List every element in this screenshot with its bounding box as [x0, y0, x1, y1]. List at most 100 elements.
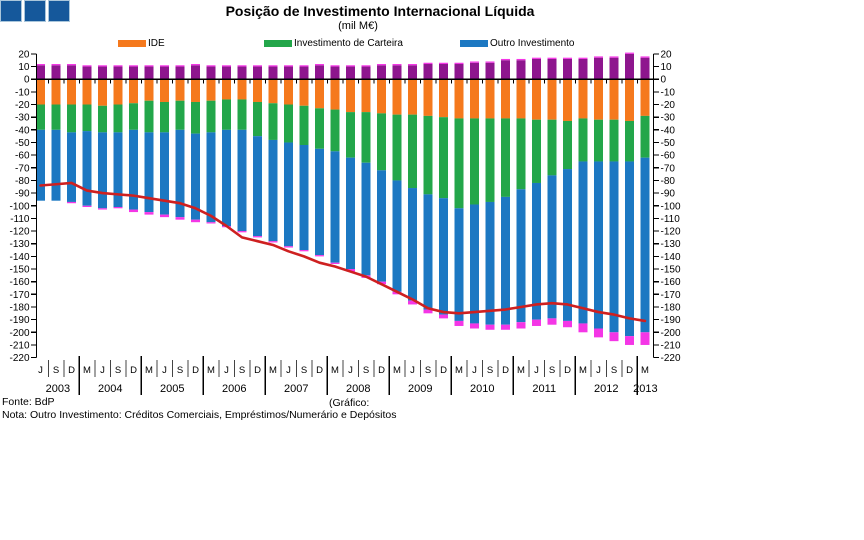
svg-text:-40: -40 [661, 125, 676, 136]
svg-text:M: M [331, 365, 339, 376]
svg-text:-50: -50 [661, 138, 676, 149]
svg-text:M: M [83, 365, 91, 376]
svg-text:-120: -120 [661, 227, 681, 238]
svg-text:D: D [254, 365, 261, 376]
svg-text:-200: -200 [9, 328, 29, 339]
svg-text:J: J [348, 365, 353, 376]
grafico-note: (Gráfico: [329, 397, 370, 409]
svg-text:-110: -110 [10, 214, 30, 225]
svg-text:-90: -90 [661, 189, 676, 200]
svg-text:-210: -210 [661, 340, 681, 351]
svg-text:-210: -210 [9, 340, 29, 351]
svg-text:-220: -220 [9, 353, 29, 364]
svg-text:-90: -90 [15, 189, 30, 200]
svg-text:S: S [611, 365, 617, 376]
posicao-liquida-total-line [39, 181, 647, 323]
svg-text:S: S [363, 365, 369, 376]
svg-text:-60: -60 [15, 151, 30, 162]
svg-text:D: D [626, 365, 633, 376]
legend-swatch [264, 39, 292, 47]
svg-text:-190: -190 [9, 315, 29, 326]
svg-text:-40: -40 [15, 125, 30, 136]
svg-text:D: D [502, 365, 509, 376]
svg-text:-70: -70 [15, 163, 30, 174]
svg-text:D: D [130, 365, 137, 376]
svg-text:M: M [517, 365, 525, 376]
legend-item-ide: IDE [118, 37, 165, 49]
footnote: Nota: Outro Investimento: Créditos Comer… [2, 409, 397, 421]
svg-text:J: J [162, 365, 167, 376]
svg-text:-130: -130 [661, 239, 681, 250]
svg-text:-50: -50 [15, 138, 30, 149]
legend-item-outro-investimento: Outro Investimento [460, 37, 574, 49]
svg-text:J: J [38, 365, 43, 376]
legend-item-investimento-de-carteira: Investimento de Carteira [264, 37, 403, 49]
svg-text:J: J [410, 365, 415, 376]
svg-text:2010: 2010 [470, 383, 494, 395]
svg-text:S: S [53, 365, 59, 376]
svg-text:J: J [224, 365, 229, 376]
svg-text:2013: 2013 [633, 383, 657, 395]
svg-text:-150: -150 [9, 265, 29, 276]
svg-text:-150: -150 [661, 265, 681, 276]
legend-label: Investimento de Carteira [294, 37, 403, 49]
svg-text:-170: -170 [9, 290, 29, 301]
svg-text:M: M [455, 365, 463, 376]
legend-label: Outro Investimento [490, 37, 575, 49]
svg-text:-100: -100 [661, 201, 681, 212]
svg-text:2003: 2003 [46, 383, 70, 395]
svg-text:-200: -200 [661, 328, 681, 339]
svg-text:D: D [68, 365, 75, 376]
logo-square [0, 0, 22, 22]
svg-text:D: D [440, 365, 447, 376]
svg-text:2004: 2004 [98, 383, 122, 395]
svg-text:J: J [596, 365, 601, 376]
svg-text:20: 20 [661, 49, 673, 60]
svg-text:-80: -80 [661, 176, 676, 187]
svg-text:2005: 2005 [160, 383, 184, 395]
svg-text:-30: -30 [15, 113, 30, 124]
svg-text:-180: -180 [9, 302, 29, 313]
svg-text:2011: 2011 [532, 383, 556, 395]
svg-text:-170: -170 [661, 290, 681, 301]
svg-text:-20: -20 [661, 100, 676, 111]
svg-text:S: S [115, 365, 121, 376]
svg-text:-120: -120 [9, 227, 29, 238]
svg-text:2012: 2012 [594, 383, 618, 395]
logo-square [48, 0, 70, 22]
svg-text:-30: -30 [661, 113, 676, 124]
svg-text:-80: -80 [15, 176, 30, 187]
svg-text:D: D [378, 365, 385, 376]
svg-text:S: S [177, 365, 183, 376]
svg-text:-130: -130 [9, 239, 29, 250]
svg-text:-160: -160 [9, 277, 29, 288]
svg-text:M: M [207, 365, 215, 376]
svg-text:-110: -110 [661, 214, 681, 225]
svg-text:J: J [100, 365, 105, 376]
svg-text:-140: -140 [9, 252, 29, 263]
svg-text:D: D [316, 365, 323, 376]
legend-label: IDE [148, 37, 165, 49]
svg-text:S: S [239, 365, 245, 376]
svg-text:-10: -10 [661, 87, 676, 98]
chart-subtitle: (mil M€) [338, 20, 378, 32]
svg-text:S: S [487, 365, 493, 376]
svg-text:-190: -190 [661, 315, 681, 326]
svg-text:-140: -140 [661, 252, 681, 263]
svg-text:0: 0 [661, 75, 667, 86]
svg-text:2009: 2009 [408, 383, 432, 395]
svg-text:-20: -20 [15, 100, 30, 111]
svg-text:0: 0 [24, 75, 30, 86]
svg-text:2007: 2007 [284, 383, 308, 395]
svg-text:D: D [192, 365, 199, 376]
svg-text:M: M [393, 365, 401, 376]
svg-text:J: J [472, 365, 477, 376]
logo-square [24, 0, 46, 22]
svg-text:M: M [269, 365, 277, 376]
svg-text:J: J [286, 365, 291, 376]
svg-text:20: 20 [18, 49, 30, 60]
svg-text:S: S [425, 365, 431, 376]
svg-text:-100: -100 [9, 201, 29, 212]
svg-text:M: M [145, 365, 153, 376]
chart-plot: 20 2010 100 0-10 -10-20 -20-30 -30-40 -40-50 -50… [9, 49, 681, 395]
